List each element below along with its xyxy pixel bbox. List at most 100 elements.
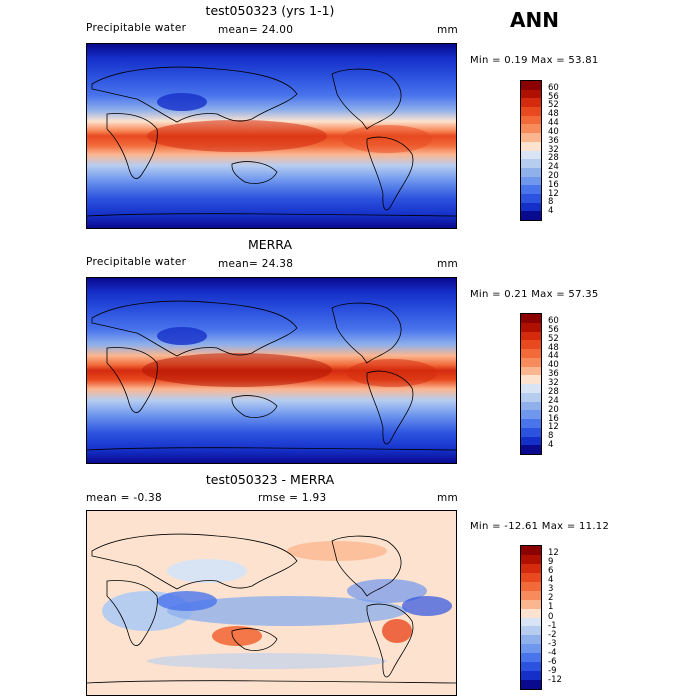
colorbar-tick-label: 12 (548, 548, 559, 559)
colorbar-tick-label: 12 (548, 188, 559, 199)
colorbar-swatch (521, 384, 541, 393)
panel1-units-label: mm (437, 24, 459, 36)
colorbar-tick-label: 8 (548, 431, 554, 442)
colorbar-swatch (521, 635, 541, 645)
colorbar-swatch (521, 211, 541, 220)
colorbar-tick-label: 56 (548, 324, 559, 335)
colorbar-tick-label: 60 (548, 315, 559, 326)
colorbar-tick-label: 16 (548, 179, 559, 190)
colorbar-swatch (521, 193, 541, 203)
colorbar-tick-label: 56 (548, 91, 559, 102)
colorbar-swatch (521, 167, 541, 177)
colorbar-swatch (521, 366, 541, 376)
colorbar-swatch (521, 124, 541, 134)
colorbar-tick-label: 24 (548, 162, 559, 173)
colorbar-tick-label: 40 (548, 360, 559, 371)
colorbar-swatch (521, 572, 541, 582)
colorbar-swatch (521, 322, 541, 332)
colorbar-tick-label: 20 (548, 170, 559, 181)
colorbar-tick-label: 16 (548, 413, 559, 424)
colorbar-tick-label: 4 (548, 440, 554, 451)
panel2-title: MERRA (247, 237, 293, 252)
colorbar-swatch (521, 331, 541, 341)
panel3-rmse-label: rmse = 1.93 (258, 492, 327, 504)
colorbar-tick-label: -4 (548, 647, 557, 658)
colorbar-swatch (521, 608, 541, 618)
panel1-map-svg (87, 44, 456, 228)
colorbar-swatch (521, 427, 541, 437)
colorbar-tick-label: 40 (548, 126, 559, 137)
colorbar-tick-label: 36 (548, 135, 559, 146)
colorbar-tick-label: 48 (548, 109, 559, 120)
colorbar-tick-label: 20 (548, 404, 559, 415)
colorbar-tick-label: 36 (548, 369, 559, 380)
colorbar-swatch (521, 115, 541, 125)
colorbar-swatch (521, 436, 541, 446)
colorbar-swatch (521, 671, 541, 681)
panel3-map-svg (87, 511, 456, 695)
colorbar-swatch (521, 392, 541, 402)
panel2-mean-label: mean= 24.38 (218, 258, 294, 270)
colorbar-swatch (521, 98, 541, 108)
panel1-title: test050323 (yrs 1-1) (205, 3, 335, 18)
colorbar-swatch (521, 357, 541, 367)
season-label: ANN (510, 8, 559, 32)
colorbar-swatch (521, 445, 541, 454)
colorbar-tick-label: -2 (548, 629, 557, 640)
colorbar-tick-label: 2 (548, 593, 554, 604)
colorbar-swatch (521, 159, 541, 168)
colorbar-swatch (521, 626, 541, 636)
colorbar-swatch (521, 563, 541, 573)
colorbar-tick-label: 44 (548, 118, 559, 129)
colorbar-tick-label: -6 (548, 656, 557, 667)
colorbar-tick-label: 28 (548, 386, 559, 397)
colorbar-swatch (521, 314, 541, 323)
colorbar-swatch (521, 581, 541, 591)
colorbar-swatch (521, 133, 541, 142)
panel3-mean-label: mean = -0.38 (86, 492, 163, 504)
panel2-minmax: Min = 0.21 Max = 57.35 (470, 289, 599, 300)
colorbar-tick-label: 52 (548, 333, 559, 344)
colorbar-tick-label: 32 (548, 144, 559, 155)
panel3-minmax: Min = -12.61 Max = 11.12 (470, 521, 610, 532)
colorbar-swatch (521, 185, 541, 194)
colorbar-swatch (521, 349, 541, 358)
colorbar-swatch (521, 653, 541, 663)
colorbar-swatch (521, 176, 541, 186)
colorbar-swatch (521, 590, 541, 600)
colorbar-swatch (521, 644, 541, 654)
panel3-colorbar (520, 545, 542, 690)
colorbar-swatch (521, 150, 541, 160)
colorbar-swatch (521, 419, 541, 428)
colorbar-swatch (521, 401, 541, 411)
colorbar-tick-label: 4 (548, 206, 554, 217)
colorbar-tick-label: 4 (548, 575, 554, 586)
colorbar-swatch (521, 662, 541, 672)
panel3-units-label: mm (437, 492, 459, 504)
panel1-minmax: Min = 0.19 Max = 53.81 (470, 55, 599, 66)
colorbar-swatch (521, 680, 541, 689)
colorbar-swatch (521, 340, 541, 349)
colorbar-tick-label: 12 (548, 422, 559, 433)
colorbar-tick-label: 3 (548, 584, 554, 595)
colorbar-tick-label: -12 (548, 674, 562, 685)
panel1-map (86, 43, 457, 229)
colorbar-swatch (521, 141, 541, 151)
colorbar-tick-label: -9 (548, 665, 557, 676)
colorbar-tick-label: 28 (548, 153, 559, 164)
colorbar-swatch (521, 81, 541, 90)
colorbar-swatch (521, 202, 541, 212)
panel2-field-label: Precipitable water (86, 256, 187, 268)
panel2-units-label: mm (437, 258, 459, 270)
colorbar-swatch (521, 410, 541, 419)
colorbar-tick-label: 32 (548, 378, 559, 388)
colorbar-tick-label: -3 (548, 638, 557, 649)
colorbar-tick-label: 52 (548, 100, 559, 111)
panel2-colorbar (520, 313, 542, 455)
panel2-map-svg (87, 278, 456, 463)
colorbar-tick-label: 6 (548, 566, 554, 577)
colorbar-swatch (521, 89, 541, 99)
colorbar-tick-label: 1 (548, 602, 554, 613)
panel1-colorbar (520, 80, 542, 221)
colorbar-tick-label: 24 (548, 395, 559, 406)
